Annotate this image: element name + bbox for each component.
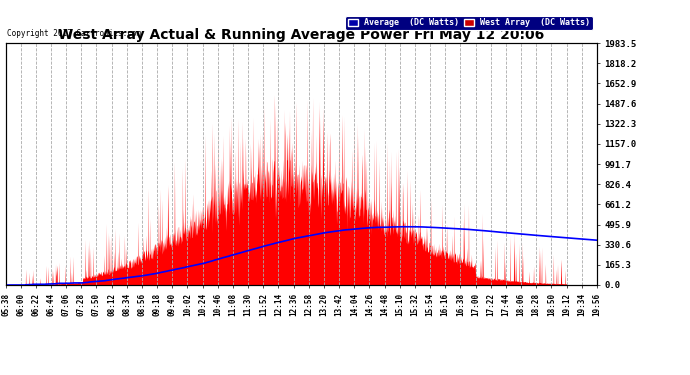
Text: Copyright 2017 Cartronics.com: Copyright 2017 Cartronics.com [7,29,141,38]
Legend: Average  (DC Watts), West Array  (DC Watts): Average (DC Watts), West Array (DC Watts… [345,16,593,30]
Title: West Array Actual & Running Average Power Fri May 12 20:06: West Array Actual & Running Average Powe… [58,28,544,42]
